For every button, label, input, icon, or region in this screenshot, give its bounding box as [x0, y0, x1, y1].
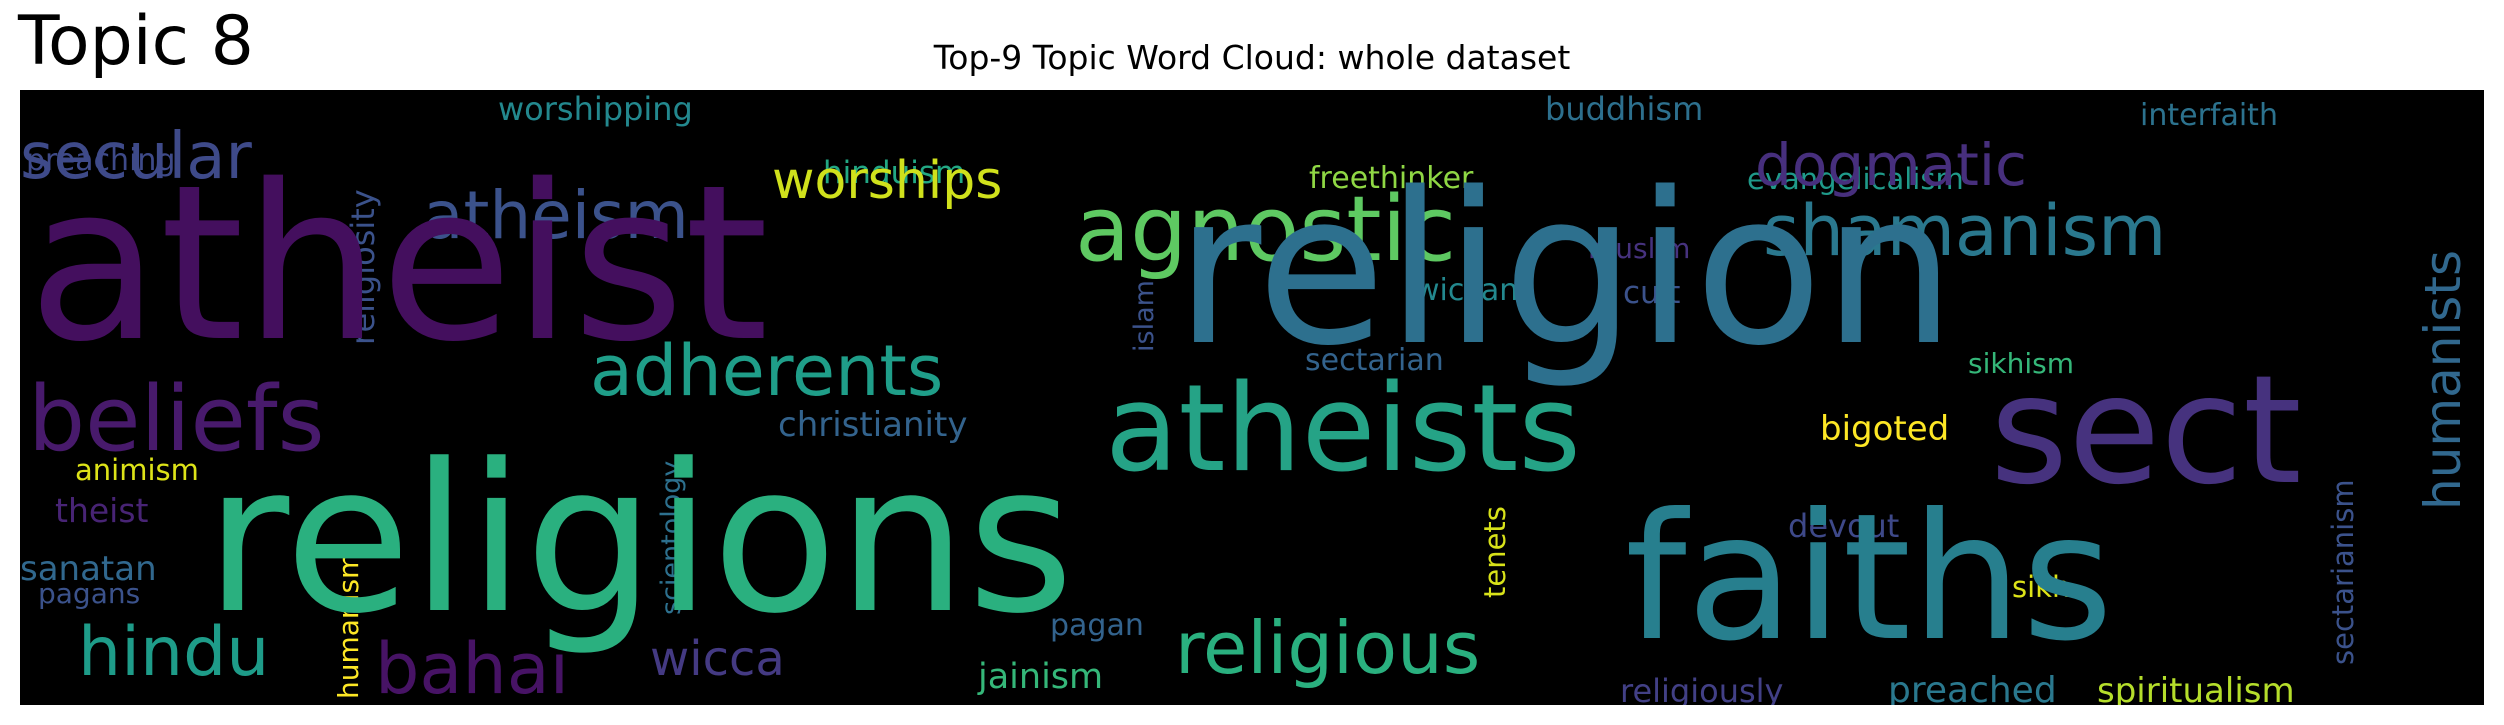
word-religions: religions — [205, 421, 1074, 659]
word-buddhism: buddhism — [1545, 90, 1703, 128]
word-atheists: atheists — [1105, 360, 1581, 499]
word-theist: theist — [55, 491, 149, 530]
word-agnostic: agnostic — [1075, 177, 1456, 282]
word-sanatan: sanatan — [20, 549, 157, 589]
word-animism: animism — [75, 453, 199, 487]
word-atheism: atheism — [423, 177, 689, 254]
word-preaching: preaching — [26, 143, 175, 178]
word-muslim: muslim — [1588, 232, 1690, 265]
word-interfaith: interfaith — [2140, 98, 2278, 133]
word-shamanism: shamanism — [1763, 190, 2166, 272]
word-humanism: humanism — [332, 552, 365, 699]
word-bahai: bahai — [375, 628, 569, 705]
word-hinduism: hinduism — [823, 155, 965, 191]
word-humanists: humanists — [2414, 250, 2472, 510]
word-religious: religious — [1175, 606, 1480, 690]
word-secular: secular — [20, 120, 252, 194]
word-spiritualism: spiritualism — [2097, 671, 2295, 705]
word-cult: cult — [1623, 275, 1680, 311]
word-islam: islam — [1129, 280, 1160, 352]
word-christianity: christianity — [778, 405, 967, 445]
word-worships: worships — [772, 151, 1002, 211]
word-cloud-svg: scientology islam muslim sikhism animism sikh… — [20, 90, 2484, 705]
word-pagan: pagan — [1050, 608, 1144, 643]
word-adherents: adherents — [590, 330, 943, 412]
word-evangelicalism: evangelicalism — [1747, 162, 1964, 196]
word-religion: religion — [1175, 147, 1956, 392]
word-sikh: sikh — [2012, 570, 2070, 604]
word-sectarianism: sectarianism — [2326, 479, 2360, 665]
word-religiously: religiously — [1620, 672, 1783, 705]
word-scientology: scientology — [656, 461, 687, 615]
word-bigoted: bigoted — [1820, 409, 1949, 449]
word-cloud-panel: scientology islam muslim sikhism animism sikh… — [20, 90, 2484, 705]
word-pagans: pagans — [38, 577, 140, 610]
word-beliefs: beliefs — [28, 367, 324, 472]
word-cloud-background — [20, 90, 2484, 705]
word-preached: preached — [1888, 670, 2057, 705]
word-sikhism: sikhism — [1968, 347, 2074, 380]
word-worshipping: worshipping — [498, 90, 693, 128]
word-religiosity: religiosity — [344, 189, 382, 345]
word-wicca: wicca — [650, 631, 785, 687]
word-devout: devout — [1788, 507, 1899, 545]
word-jainism: jainism — [977, 657, 1103, 697]
word-wiccan: wiccan — [1415, 273, 1518, 308]
topic-title: Topic 8 — [18, 2, 254, 81]
word-sectarian: sectarian — [1305, 343, 1444, 378]
chart-title: Top-9 Topic Word Cloud: whole dataset — [933, 38, 1571, 77]
word-dogmatic: dogmatic — [1755, 131, 2027, 199]
word-tenets: tenets — [1478, 506, 1512, 598]
word-hindu: hindu — [78, 613, 269, 692]
word-faiths: faiths — [1625, 477, 2113, 680]
word-sect: sect — [1990, 344, 2302, 518]
word-freethinker: freethinker — [1309, 161, 1474, 196]
word-atheist: atheist — [28, 138, 769, 389]
